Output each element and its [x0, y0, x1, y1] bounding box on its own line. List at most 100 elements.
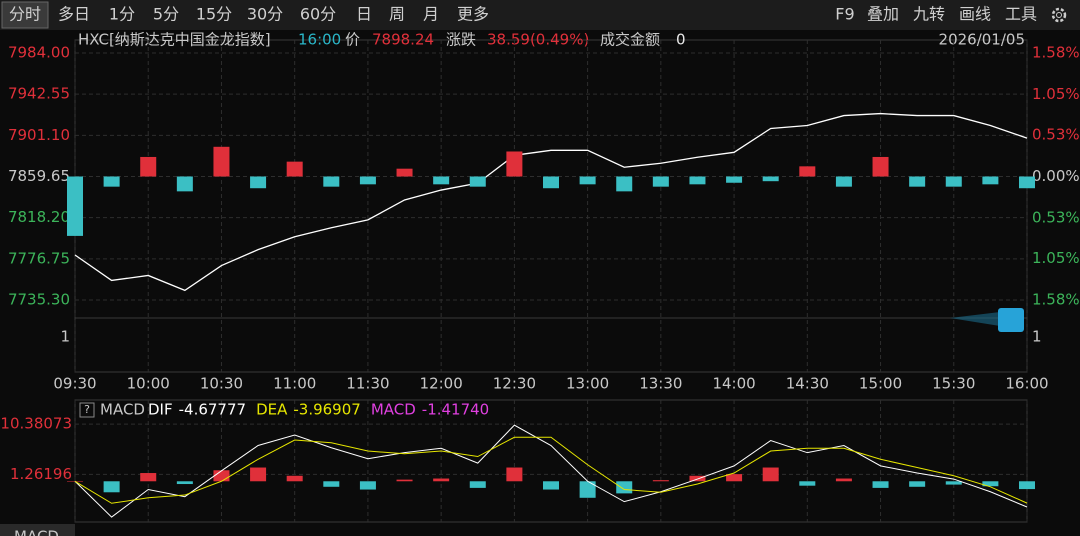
macd-line [74, 424, 1028, 518]
macd-bar [323, 481, 340, 487]
y2-tick-label: 1.05% [1032, 249, 1080, 267]
macd-bar [726, 474, 743, 482]
flow-bar [652, 176, 669, 187]
y-tick-label: 1.26196 [10, 465, 72, 483]
macd-bar [945, 481, 962, 485]
x-tick-label: 12:30 [493, 375, 536, 393]
macd-bar [1019, 481, 1035, 490]
macd-bar [359, 481, 376, 490]
macd-bar [579, 481, 596, 498]
y2-tick-label: 1.58% [1032, 291, 1080, 309]
flow-bar [616, 176, 633, 192]
y-tick-label: 7984.00 [8, 44, 70, 62]
tab[interactable]: 更多 [457, 5, 489, 24]
flow-bar [945, 176, 962, 187]
tab[interactable]: 5分 [153, 5, 179, 24]
y-tick-label: 7735.30 [8, 291, 70, 309]
macd-bar [872, 481, 889, 488]
flow-bar [835, 176, 852, 187]
y2-tick-label: 0.53% [1032, 208, 1080, 226]
flow-bar [103, 176, 120, 187]
flow-bar [469, 176, 486, 187]
settings-icon[interactable] [1051, 7, 1067, 23]
flow-bar [1019, 176, 1035, 189]
y-tick-label: 7942.55 [8, 85, 70, 103]
tool[interactable]: 工具 [1005, 5, 1037, 24]
flow-bar [689, 176, 706, 185]
tab[interactable]: 日 [356, 5, 372, 24]
tab[interactable]: 分时 [9, 5, 41, 24]
x-tick-label: 13:30 [639, 375, 682, 393]
y2-tick-label: 0.53% [1032, 126, 1080, 144]
macd-bar [213, 470, 230, 482]
flow-bar [433, 176, 450, 185]
macd-frame [74, 399, 1028, 523]
help-icon: ? [84, 403, 90, 416]
flow-bar [726, 176, 743, 183]
flow-bar [762, 176, 779, 182]
tab[interactable]: 15分 [196, 5, 232, 24]
macd-line [74, 436, 1028, 504]
macd-bar [982, 481, 999, 487]
y-tick-label: 10.38073 [0, 415, 72, 433]
price-frame [74, 39, 1028, 373]
header-field: 涨跌 [446, 31, 476, 49]
scroll-handle[interactable] [950, 308, 1024, 332]
header-field: 7898.24 [372, 31, 434, 49]
flow-bar [359, 176, 376, 185]
macd-bar [689, 475, 706, 482]
flow-bar [909, 176, 926, 187]
macd-bar [433, 478, 450, 482]
macd-bar [140, 473, 157, 482]
y-tick-label: 7776.75 [8, 249, 70, 267]
tool[interactable]: 九转 [913, 5, 945, 24]
indicator-tab-bg [0, 524, 75, 536]
flow-bar [396, 168, 413, 177]
toolbar [0, 0, 1080, 30]
legend-name: MACD [371, 401, 416, 419]
flow-bar [286, 161, 303, 177]
x-tick-label: 10:30 [200, 375, 243, 393]
indicator-name: MACD [100, 401, 145, 419]
tab[interactable]: 1分 [109, 5, 135, 24]
tab[interactable]: 多日 [58, 5, 90, 24]
flow-bar [250, 176, 267, 189]
header-field: 0 [676, 31, 686, 49]
x-tick-label: 14:30 [786, 375, 829, 393]
x-tick-label: 09:30 [53, 375, 96, 393]
macd-bar [799, 481, 816, 486]
tool[interactable]: 画线 [959, 5, 991, 24]
y2-tick-label: 1.58% [1032, 44, 1080, 62]
tab[interactable]: 月 [423, 5, 439, 24]
flow-bar [176, 176, 193, 192]
tab[interactable]: 30分 [247, 5, 283, 24]
y-tick-label: 7818.20 [8, 208, 70, 226]
indicator-tab[interactable]: MACD [14, 528, 59, 536]
legend-value: -1.41740 [422, 401, 489, 419]
flow-bar [67, 176, 83, 236]
flow-bar [799, 166, 816, 177]
macd-bar [286, 475, 303, 482]
flow-bar [506, 151, 523, 177]
x-tick-label: 15:00 [859, 375, 902, 393]
macd-bar [506, 467, 523, 482]
legend-name: DEA [256, 401, 288, 419]
tool[interactable]: 叠加 [867, 5, 899, 24]
y2-tick-label: 1.05% [1032, 85, 1080, 103]
tab[interactable]: 周 [389, 5, 405, 24]
tab[interactable]: 60分 [300, 5, 336, 24]
macd-bar [469, 481, 486, 488]
header-field: 16:00 [298, 31, 341, 49]
help-icon[interactable] [79, 402, 95, 418]
flow-bar [982, 176, 999, 185]
tool[interactable]: F9 [835, 5, 854, 24]
volume-tick-label: 1 [1032, 328, 1042, 346]
legend-value: -4.67777 [179, 401, 246, 419]
date: 2026/01/05 [939, 31, 1025, 49]
flow-bar [213, 146, 230, 177]
price-line [74, 112, 1028, 292]
x-tick-label: 11:30 [346, 375, 389, 393]
macd-bar [909, 481, 926, 487]
macd-bar [652, 480, 669, 482]
macd-bar [835, 478, 852, 482]
